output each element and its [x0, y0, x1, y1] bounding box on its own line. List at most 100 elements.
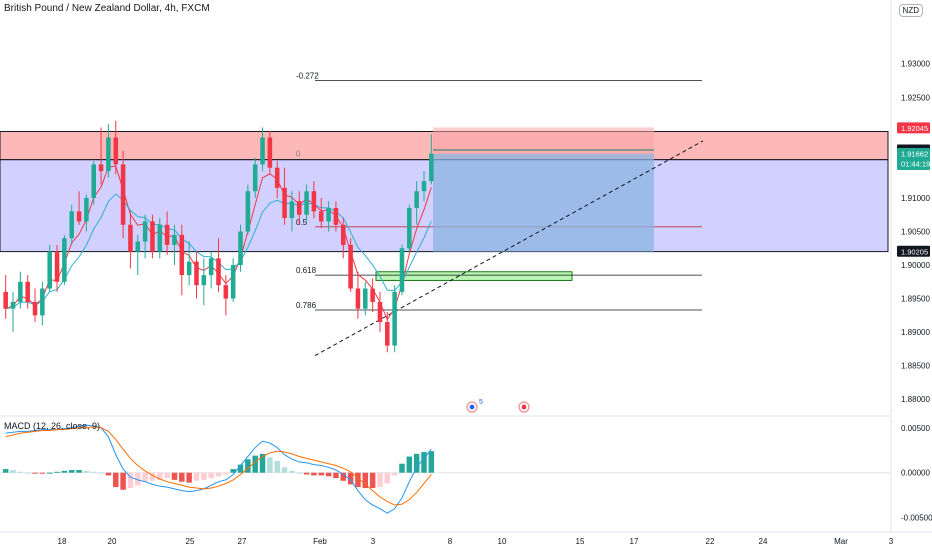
macd-histogram-bar	[10, 470, 16, 473]
candle-body	[91, 164, 97, 198]
time-tick-label: 15	[576, 537, 585, 546]
macd-histogram-bar	[83, 470, 90, 473]
macd-histogram-bar	[355, 472, 361, 488]
price-tag-stop-bg	[897, 122, 930, 134]
macd-histogram-bar	[318, 472, 324, 476]
price-tick-label: 1.89500	[901, 295, 930, 304]
candle-body	[223, 285, 229, 299]
candle-body	[245, 191, 251, 232]
demand-zone	[375, 271, 573, 281]
candle-body	[76, 211, 82, 222]
price-tick-label: 1.93000	[901, 60, 930, 69]
take-profit-area	[433, 153, 654, 252]
countdown-timer: 01:44:19	[901, 160, 930, 169]
event-count: 5	[479, 399, 483, 406]
candle-body	[157, 224, 163, 252]
price-tag-last-bg	[897, 148, 930, 171]
macd-histogram-bar	[281, 467, 288, 473]
macd-histogram-bar	[311, 472, 317, 476]
candle-body	[32, 301, 38, 316]
price-tag-last: 1.91662	[901, 150, 928, 159]
price-tag-stop: 1.92045	[901, 124, 928, 133]
candle-body	[3, 291, 8, 309]
candle-body	[69, 211, 74, 239]
candle-body	[429, 153, 434, 182]
macd-histogram-bar	[127, 472, 134, 488]
candle-body	[142, 221, 148, 242]
macd-histogram-bar	[421, 452, 427, 473]
candle-body	[326, 208, 331, 222]
price-tick-label: 1.91000	[901, 194, 930, 203]
candle-body	[414, 191, 419, 208]
macd-histogram-bar	[252, 455, 258, 473]
time-tick-label: 22	[706, 537, 715, 546]
candle-body	[208, 258, 214, 276]
candle-body	[318, 211, 324, 222]
candle-body	[40, 288, 45, 316]
candle-body	[128, 224, 133, 252]
macd-histogram-bar	[428, 451, 435, 473]
macd-histogram-bar	[274, 461, 280, 473]
time-tick-label: 24	[759, 537, 768, 546]
macd-histogram-bar	[215, 472, 222, 477]
macd-histogram-bar	[113, 472, 119, 488]
candle-body	[377, 301, 383, 323]
price-tag-zone: 1.90205	[901, 247, 928, 256]
fib-label-0.618: 0.618	[296, 266, 317, 275]
macd-histogram-bar	[68, 470, 75, 473]
currency-badge[interactable]: NZD	[898, 4, 923, 17]
candle-body	[120, 164, 126, 225]
candle-body	[216, 258, 221, 286]
candle-body	[25, 281, 30, 302]
fib-label-0.5: 0.5	[296, 218, 308, 227]
candle-body	[260, 137, 265, 165]
candle-body	[238, 231, 243, 266]
price-tick-label: 1.89000	[901, 328, 930, 337]
macd-histogram-bar	[179, 472, 185, 482]
time-tick-label: 8	[448, 537, 453, 546]
time-tick-label: 3	[371, 537, 376, 546]
macd-histogram-bar	[135, 472, 141, 486]
time-tick-label: 10	[498, 537, 507, 546]
price-tick-label: 1.92500	[901, 93, 930, 102]
candle-body	[252, 164, 258, 192]
signal-line	[5, 426, 432, 506]
macd-histogram-bar	[39, 472, 46, 474]
candle-body	[267, 137, 273, 168]
macd-histogram-bar	[259, 453, 266, 473]
macd-histogram-bar	[46, 472, 53, 474]
macd-tick-label: -0.00500	[901, 514, 932, 523]
candle-body	[363, 288, 368, 309]
time-tick-label: 27	[238, 537, 247, 546]
candle-body	[340, 224, 346, 245]
price-tick-label: 1.88500	[901, 362, 930, 371]
macd-histogram-bar	[171, 472, 178, 480]
candle-body	[333, 208, 339, 225]
fib-label-neg0.272: -0.272	[296, 72, 319, 81]
macd-histogram-bar	[230, 469, 236, 473]
macd-histogram-bar	[54, 471, 60, 473]
price-tick-label: 1.90500	[901, 227, 930, 236]
candle-body	[201, 275, 207, 286]
stop-loss-area	[433, 127, 654, 154]
macd-histogram-bar	[399, 463, 405, 473]
candle-body	[407, 208, 412, 249]
macd-histogram-bar	[384, 472, 391, 484]
symbol-title: British Pound / New Zealand Dollar, 4h, …	[4, 3, 210, 14]
candle-body	[135, 241, 141, 252]
macd-histogram-bar	[406, 456, 413, 473]
candle-body	[304, 191, 309, 215]
macd-indicator-label[interactable]: MACD (12, 26, close, 9)	[4, 421, 101, 431]
macd-histogram-bar	[105, 472, 112, 476]
price-tick-label: 1.88000	[901, 395, 930, 404]
candle-body	[179, 234, 185, 276]
candle-body	[289, 201, 295, 219]
candle-body	[10, 301, 16, 309]
macd-histogram-bar	[208, 472, 214, 479]
candle-body	[172, 234, 177, 245]
macd-histogram-bar	[24, 472, 31, 474]
macd-histogram-bar	[157, 472, 163, 480]
candle-body	[392, 291, 397, 346]
candle-body	[150, 221, 155, 252]
